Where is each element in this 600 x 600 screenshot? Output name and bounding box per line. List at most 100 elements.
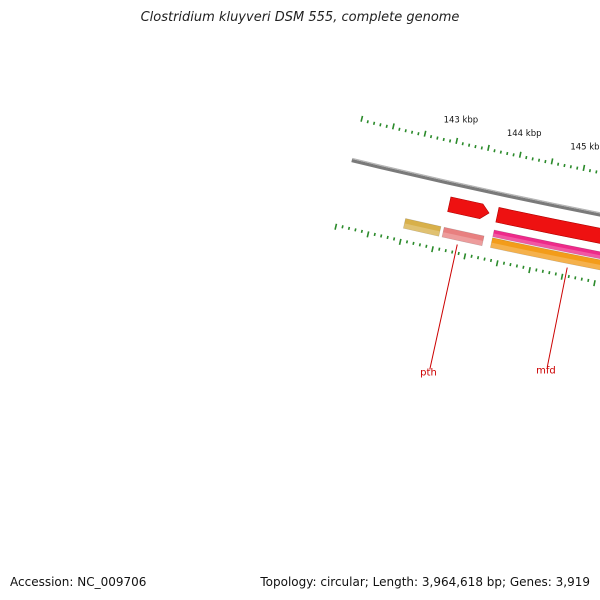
- outer-minor-tick: [548, 271, 551, 275]
- inner-minor-tick: [588, 169, 592, 173]
- inner-minor-tick: [537, 158, 541, 162]
- inner-minor-tick: [461, 142, 464, 146]
- gene-label-mfd: mfd: [536, 365, 556, 376]
- inner-minor-tick: [557, 162, 560, 166]
- topology-text: Topology: circular; Length: 3,964,618 bp…: [260, 575, 590, 589]
- inner-minor-tick: [595, 170, 598, 174]
- gene-label-pth: pth: [420, 367, 437, 378]
- outer-minor-tick: [522, 265, 525, 269]
- backbone-line: [351, 159, 600, 217]
- outer-minor-tick: [587, 278, 590, 283]
- backbone-highlight: [352, 157, 600, 214]
- inner-minor-tick: [512, 153, 515, 157]
- outer-minor-tick: [509, 262, 512, 267]
- outer-minor-tick: [457, 251, 460, 256]
- feature-highlight: [441, 232, 484, 246]
- inner-minor-tick: [468, 143, 471, 147]
- feature-highlight: [490, 242, 600, 270]
- outer-minor-tick: [438, 247, 441, 251]
- gene-feature: [441, 226, 485, 247]
- gene-leader-line: [546, 267, 568, 368]
- tick-layer: [334, 115, 598, 287]
- inner-minor-tick: [417, 132, 420, 136]
- inner-minor-tick: [474, 144, 477, 149]
- inner-major-tick: [455, 137, 459, 144]
- outer-minor-tick: [451, 250, 454, 254]
- inner-major-tick: [391, 123, 395, 130]
- scale-label: 144 kbp: [507, 129, 542, 139]
- outer-minor-tick: [476, 256, 480, 260]
- inner-minor-tick: [372, 121, 376, 125]
- outer-major-tick: [366, 231, 370, 238]
- inner-major-tick: [582, 164, 586, 172]
- inner-minor-tick: [531, 157, 534, 161]
- outer-major-tick: [463, 253, 467, 260]
- inner-major-tick: [550, 158, 554, 165]
- outer-major-tick: [528, 267, 531, 274]
- outer-minor-tick: [470, 254, 473, 258]
- gene-leader-line: [429, 244, 458, 370]
- inner-major-tick: [360, 115, 364, 122]
- inner-major-tick: [423, 130, 427, 137]
- outer-minor-tick: [392, 237, 396, 241]
- inner-minor-tick: [506, 151, 509, 156]
- inner-minor-tick: [410, 130, 414, 134]
- inner-minor-tick: [448, 139, 452, 143]
- outer-minor-tick: [386, 235, 389, 240]
- inner-minor-tick: [576, 166, 579, 170]
- mrna-feature: [492, 229, 600, 260]
- scale-label: 145 kbp: [570, 142, 600, 152]
- outer-major-tick: [560, 273, 564, 280]
- outer-minor-tick: [502, 261, 506, 265]
- inner-minor-tick: [366, 120, 369, 124]
- outer-minor-tick: [580, 277, 583, 281]
- inner-minor-tick: [379, 123, 382, 127]
- inner-minor-tick: [442, 137, 445, 142]
- inner-major-tick: [487, 144, 490, 152]
- feature-highlight: [403, 223, 440, 237]
- inner-minor-tick: [385, 124, 388, 128]
- cds-arrow: [495, 207, 600, 244]
- feature-layer: [402, 196, 600, 271]
- scale-label: 143 kbp: [444, 115, 479, 125]
- outer-minor-tick: [418, 243, 422, 247]
- inner-minor-tick: [480, 146, 483, 150]
- outer-minor-tick: [489, 258, 493, 263]
- outer-minor-tick: [347, 226, 351, 230]
- inner-minor-tick: [499, 150, 502, 154]
- outer-minor-tick: [535, 268, 538, 272]
- outer-minor-tick: [360, 229, 363, 234]
- inner-minor-tick: [525, 155, 528, 160]
- outer-major-tick: [431, 246, 434, 253]
- outer-minor-tick: [412, 241, 415, 246]
- inner-minor-tick: [544, 159, 547, 164]
- genome-title: Clostridium kluyveri DSM 555, complete g…: [140, 10, 460, 25]
- outer-major-tick: [334, 223, 338, 230]
- outer-minor-tick: [373, 232, 376, 237]
- inner-minor-tick: [436, 136, 439, 140]
- outer-major-tick: [495, 260, 499, 267]
- outer-minor-tick: [425, 244, 428, 248]
- outer-minor-tick: [341, 225, 344, 229]
- gene-feature: [490, 237, 600, 271]
- inner-minor-tick: [493, 149, 496, 153]
- inner-minor-tick: [404, 129, 407, 133]
- outer-minor-tick: [444, 248, 447, 253]
- outer-minor-tick: [354, 228, 357, 232]
- outer-minor-tick: [554, 272, 557, 276]
- backbone-layer: [351, 157, 600, 217]
- outer-major-tick: [398, 238, 402, 245]
- outer-minor-tick: [483, 257, 486, 261]
- outer-minor-tick: [541, 269, 544, 273]
- inner-minor-tick: [429, 134, 433, 139]
- inner-minor-tick: [563, 163, 566, 168]
- outer-minor-tick: [567, 274, 570, 279]
- inner-major-tick: [518, 151, 522, 158]
- outer-minor-tick: [574, 276, 577, 280]
- inner-minor-tick: [569, 165, 572, 169]
- feature-highlight: [492, 233, 600, 259]
- inner-minor-tick: [398, 127, 401, 131]
- outer-minor-tick: [515, 264, 519, 268]
